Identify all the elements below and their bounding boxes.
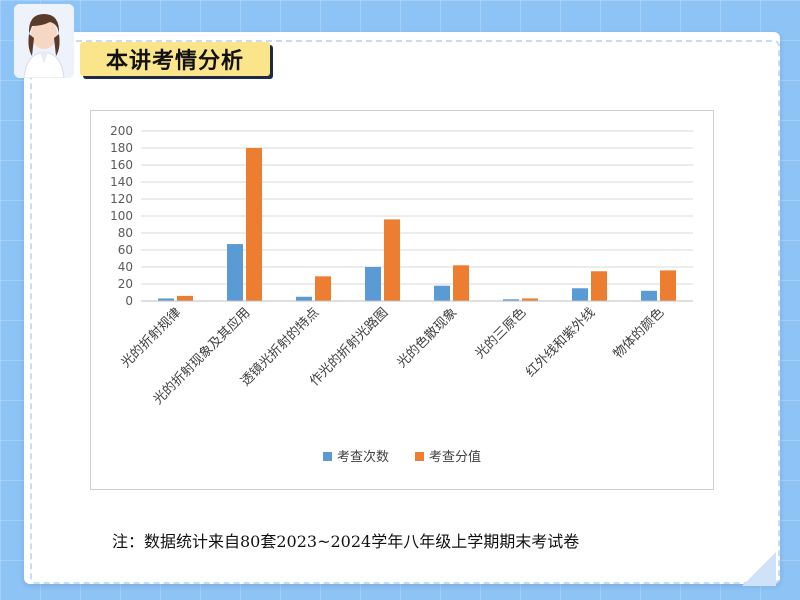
- bar-exam-score: [591, 271, 607, 301]
- y-tick-label: 0: [125, 294, 133, 308]
- y-tick-label: 100: [110, 209, 133, 223]
- legend: 考查次数 考查分值: [323, 449, 481, 465]
- bar-exam-count: [158, 298, 174, 301]
- bar-exam-count: [296, 296, 312, 301]
- bar-exam-count: [227, 244, 243, 301]
- y-tick-label: 80: [118, 226, 133, 240]
- bars: [141, 148, 693, 302]
- bar-exam-score: [315, 276, 331, 301]
- data-source-note: 注：数据统计来自80套2023~2024学年八年级上学期期末考试卷: [112, 532, 580, 551]
- avatar-illustration: [14, 4, 74, 78]
- presenter-avatar: [14, 4, 74, 78]
- y-tick-label: 140: [110, 175, 133, 189]
- section-title-tag: 本讲考情分析: [80, 42, 270, 76]
- bar-exam-score: [246, 148, 262, 301]
- bar-exam-score: [522, 298, 538, 301]
- bar-exam-count: [503, 299, 519, 301]
- y-tick-label: 160: [110, 158, 133, 172]
- bar-exam-score: [177, 295, 193, 301]
- bar-exam-count: [641, 290, 657, 301]
- y-axis-ticks: 0 20 40 60 80 100 120 140 160 180 200: [110, 124, 133, 308]
- y-tick-label: 200: [110, 124, 133, 138]
- legend-label: 考查分值: [429, 449, 481, 465]
- chart-container: 0 20 40 60 80 100 120 140 160 180 200 光的折射规律 光的折射现象…: [90, 110, 714, 490]
- y-tick-label: 40: [118, 260, 133, 274]
- y-tick-label: 20: [118, 277, 133, 291]
- x-tick-label: 光的折射规律: [118, 305, 184, 371]
- bar-exam-score: [453, 265, 469, 301]
- gridlines: [141, 130, 693, 302]
- legend-swatch: [323, 452, 332, 461]
- y-tick-label: 180: [110, 141, 133, 155]
- x-tick-label: 红外线和紫外线: [523, 305, 599, 381]
- legend-swatch: [415, 452, 424, 461]
- legend-label: 考查次数: [337, 449, 389, 465]
- x-tick-label: 光的三原色: [472, 305, 529, 362]
- bar-exam-count: [365, 267, 381, 301]
- section-title: 本讲考情分析: [105, 49, 244, 74]
- bar-chart: 0 20 40 60 80 100 120 140 160 180 200 光的折射规律光的折射现象…: [110, 124, 693, 465]
- x-tick-label: 物体的颜色: [610, 305, 667, 362]
- y-tick-label: 120: [110, 192, 133, 206]
- corner-decoration: [742, 552, 776, 586]
- x-tick-label: 光的色散现象: [394, 305, 460, 371]
- bar-exam-count: [434, 285, 450, 301]
- bar-exam-count: [572, 288, 588, 301]
- y-tick-label: 60: [118, 243, 133, 257]
- bar-exam-score: [384, 219, 400, 301]
- bar-exam-score: [660, 270, 676, 301]
